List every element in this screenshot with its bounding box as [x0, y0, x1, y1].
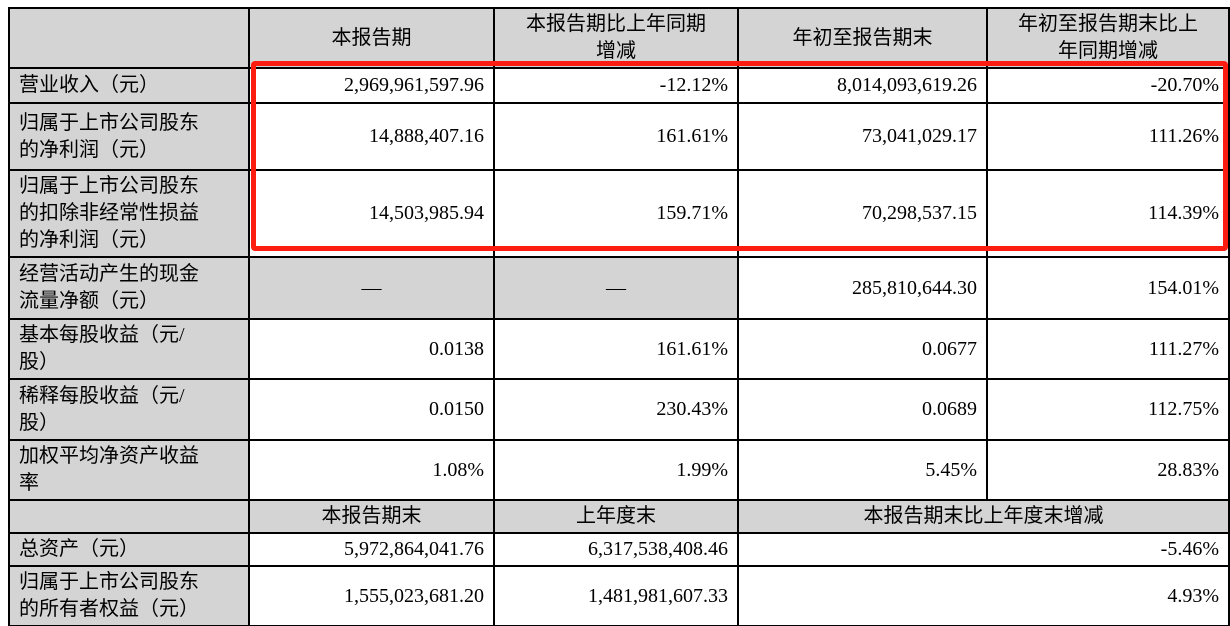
table-row: 经营活动产生的现金 流量净额（元） — — 285,810,644.30 154… — [8, 256, 1230, 320]
cell-value: 111.27% — [986, 318, 1230, 380]
header-current-period: 本报告期 — [248, 7, 495, 69]
cell-value: 0.0150 — [248, 378, 495, 441]
cell-value: 0.0689 — [737, 378, 988, 441]
cell-value: 230.43% — [493, 378, 739, 441]
cell-value: 5,972,864,041.76 — [248, 532, 495, 567]
table-row: 稀释每股收益（元/ 股） 0.0150 230.43% 0.0689 112.7… — [8, 378, 1230, 441]
row-label-weighted-avg-roe: 加权平均净资产收益 率 — [8, 439, 250, 501]
cell-value: 285,810,644.30 — [737, 256, 988, 320]
cell-value: 0.0138 — [248, 318, 495, 380]
row-label-owners-equity: 归属于上市公司股东 的所有者权益（元） — [8, 565, 250, 626]
row-label-diluted-eps: 稀释每股收益（元/ 股） — [8, 378, 250, 441]
cell-value: 112.75% — [986, 378, 1230, 441]
row-label-net-profit-excl-nonrecurring: 归属于上市公司股东 的扣除非经常性损益 的净利润（元） — [8, 169, 250, 258]
cell-value: 1,555,023,681.20 — [248, 565, 495, 626]
cell-value: 14,888,407.16 — [248, 102, 495, 171]
cell-value: 2,969,961,597.96 — [248, 67, 495, 104]
cell-value: 114.39% — [986, 169, 1230, 258]
cell-value: 70,298,537.15 — [737, 169, 988, 258]
header-ytd: 年初至报告期末 — [737, 7, 988, 69]
cell-value: 1.08% — [248, 439, 495, 501]
cell-value: 0.0677 — [737, 318, 988, 380]
table-row: 基本每股收益（元/ 股） 0.0138 161.61% 0.0677 111.2… — [8, 318, 1230, 380]
table-header-row-1: 本报告期 本报告期比上年同期 增减 年初至报告期末 年初至报告期末比上 年同期增… — [8, 7, 1230, 69]
row-label-total-assets: 总资产（元） — [8, 532, 250, 567]
row-label-basic-eps: 基本每股收益（元/ 股） — [8, 318, 250, 380]
cell-value: 6,317,538,408.46 — [493, 532, 739, 567]
table-row: 归属于上市公司股东 的净利润（元） 14,888,407.16 161.61% … — [8, 102, 1230, 171]
header-ytd-vs-prior: 年初至报告期末比上 年同期增减 — [986, 7, 1230, 69]
cell-value: 5.45% — [737, 439, 988, 501]
header-current-vs-prior: 本报告期比上年同期 增减 — [493, 7, 739, 69]
cell-value: 161.61% — [493, 318, 739, 380]
cell-value: 1.99% — [493, 439, 739, 501]
cell-value: 73,041,029.17 — [737, 102, 988, 171]
cell-dash: — — [493, 256, 739, 320]
cell-value: -12.12% — [493, 67, 739, 104]
cell-value: 1,481,981,607.33 — [493, 565, 739, 626]
header-corner-cell — [8, 7, 250, 69]
table-row: 归属于上市公司股东 的所有者权益（元） 1,555,023,681.20 1,4… — [8, 565, 1230, 626]
cell-value: 154.01% — [986, 256, 1230, 320]
cell-value-merged: -5.46% — [737, 532, 1230, 567]
table-row: 加权平均净资产收益 率 1.08% 1.99% 5.45% 28.83% — [8, 439, 1230, 501]
table-header-row-2: 本报告期末 上年度末 本报告期末比上年度末增减 — [8, 499, 1230, 534]
header-prior-year-end: 上年度末 — [493, 499, 739, 534]
header2-corner-cell — [8, 499, 250, 534]
cell-value: 28.83% — [986, 439, 1230, 501]
row-label-operating-cash-flow: 经营活动产生的现金 流量净额（元） — [8, 256, 250, 320]
table-row: 营业收入（元） 2,969,961,597.96 -12.12% 8,014,0… — [8, 67, 1230, 104]
cell-value: 161.61% — [493, 102, 739, 171]
cell-value: 8,014,093,619.26 — [737, 67, 988, 104]
table-row: 归属于上市公司股东 的扣除非经常性损益 的净利润（元） 14,503,985.9… — [8, 169, 1230, 258]
financial-summary-table: 本报告期 本报告期比上年同期 增减 年初至报告期末 年初至报告期末比上 年同期增… — [8, 7, 1230, 626]
cell-value: 14,503,985.94 — [248, 169, 495, 258]
cell-dash: — — [248, 256, 495, 320]
row-label-net-profit: 归属于上市公司股东 的净利润（元） — [8, 102, 250, 171]
header-period-end: 本报告期末 — [248, 499, 495, 534]
header-end-vs-prior-end: 本报告期末比上年度末增减 — [737, 499, 1230, 534]
row-label-revenue: 营业收入（元） — [8, 67, 250, 104]
table-row: 总资产（元） 5,972,864,041.76 6,317,538,408.46… — [8, 532, 1230, 567]
cell-value: 159.71% — [493, 169, 739, 258]
cell-value: -20.70% — [986, 67, 1230, 104]
cell-value-merged: 4.93% — [737, 565, 1230, 626]
cell-value: 111.26% — [986, 102, 1230, 171]
